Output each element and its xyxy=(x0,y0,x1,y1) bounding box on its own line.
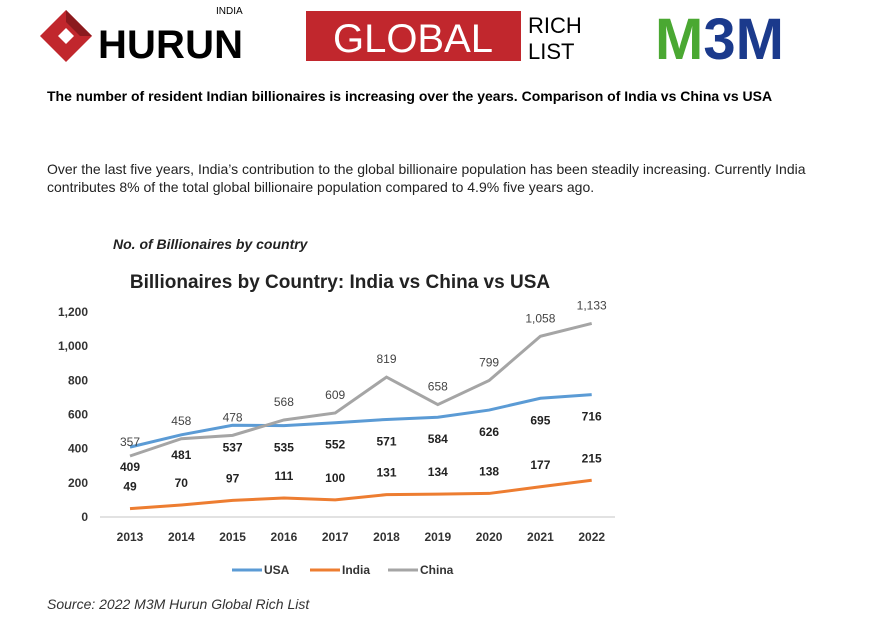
x-tick-label: 2016 xyxy=(271,530,298,544)
x-tick-label: 2018 xyxy=(373,530,400,544)
data-label-india: 134 xyxy=(428,465,448,479)
data-label-usa: 716 xyxy=(582,410,602,424)
data-label-china: 458 xyxy=(171,414,191,428)
x-tick-label: 2019 xyxy=(424,530,451,544)
y-tick-label: 600 xyxy=(68,408,88,422)
y-tick-label: 1,000 xyxy=(58,339,88,353)
legend-label-india: India xyxy=(342,563,370,577)
data-label-usa: 584 xyxy=(428,432,448,446)
x-tick-label: 2015 xyxy=(219,530,246,544)
x-tick-label: 2020 xyxy=(476,530,503,544)
data-label-india: 97 xyxy=(226,471,240,485)
hurun-logo: HURUN INDIA xyxy=(36,4,251,68)
data-label-china: 1,058 xyxy=(525,311,555,325)
y-tick-label: 800 xyxy=(68,373,88,387)
series-line-india xyxy=(129,478,592,511)
svg-text:RICH: RICH xyxy=(528,13,582,38)
y-tick-label: 400 xyxy=(68,442,88,456)
data-label-usa: 535 xyxy=(274,441,294,455)
data-label-india: 215 xyxy=(582,451,602,465)
data-label-india: 177 xyxy=(530,458,550,472)
series-line-china xyxy=(129,321,593,458)
data-label-india: 131 xyxy=(376,466,396,480)
chart-caption: No. of Billionaires by country xyxy=(113,236,308,252)
x-tick-label: 2022 xyxy=(578,530,605,544)
data-label-china: 568 xyxy=(274,395,294,409)
x-tick-label: 2017 xyxy=(322,530,349,544)
data-label-usa: 626 xyxy=(479,425,499,439)
global-rich-list-logo: GLOBAL RICH LIST xyxy=(306,9,596,64)
data-label-china: 1,133 xyxy=(577,298,607,312)
data-label-india: 111 xyxy=(275,469,294,483)
data-label-usa: 409 xyxy=(120,460,140,474)
y-tick-label: 0 xyxy=(81,510,88,524)
data-label-china: 799 xyxy=(479,356,499,370)
data-label-usa: 695 xyxy=(530,413,550,427)
data-label-china: 609 xyxy=(325,388,345,402)
data-label-usa: 552 xyxy=(325,438,345,452)
headline: The number of resident Indian billionair… xyxy=(47,88,773,104)
data-label-india: 100 xyxy=(325,471,345,485)
source-note: Source: 2022 M3M Hurun Global Rich List xyxy=(47,596,310,612)
data-label-china: 819 xyxy=(376,352,396,366)
svg-text:LIST: LIST xyxy=(528,39,574,63)
x-tick-label: 2021 xyxy=(527,530,554,544)
y-tick-label: 1,200 xyxy=(58,305,88,319)
data-label-india: 138 xyxy=(479,464,499,478)
x-tick-label: 2013 xyxy=(117,530,144,544)
svg-text:GLOBAL: GLOBAL xyxy=(333,17,493,61)
data-label-usa: 537 xyxy=(223,440,243,454)
data-label-china: 478 xyxy=(223,410,243,424)
svg-text:INDIA: INDIA xyxy=(216,6,243,17)
data-label-india: 49 xyxy=(123,480,137,494)
line-chart: Billionaires by Country: India vs China … xyxy=(58,272,615,577)
intro-paragraph: Over the last five years, India’s contri… xyxy=(47,161,806,195)
data-label-india: 70 xyxy=(175,476,189,490)
svg-text:M3M: M3M xyxy=(655,7,784,63)
x-tick-label: 2014 xyxy=(168,530,195,544)
data-label-china: 357 xyxy=(120,435,140,449)
legend-label-china: China xyxy=(420,563,454,577)
data-label-usa: 481 xyxy=(171,448,191,462)
chart-title: Billionaires by Country: India vs China … xyxy=(130,272,550,293)
data-label-usa: 571 xyxy=(376,434,396,448)
svg-text:HURUN: HURUN xyxy=(98,23,243,67)
data-label-china: 658 xyxy=(428,380,448,394)
y-tick-label: 200 xyxy=(68,476,88,490)
series-line-usa xyxy=(129,393,592,449)
legend-label-usa: USA xyxy=(264,563,290,577)
m3m-logo: M3M xyxy=(655,7,805,72)
